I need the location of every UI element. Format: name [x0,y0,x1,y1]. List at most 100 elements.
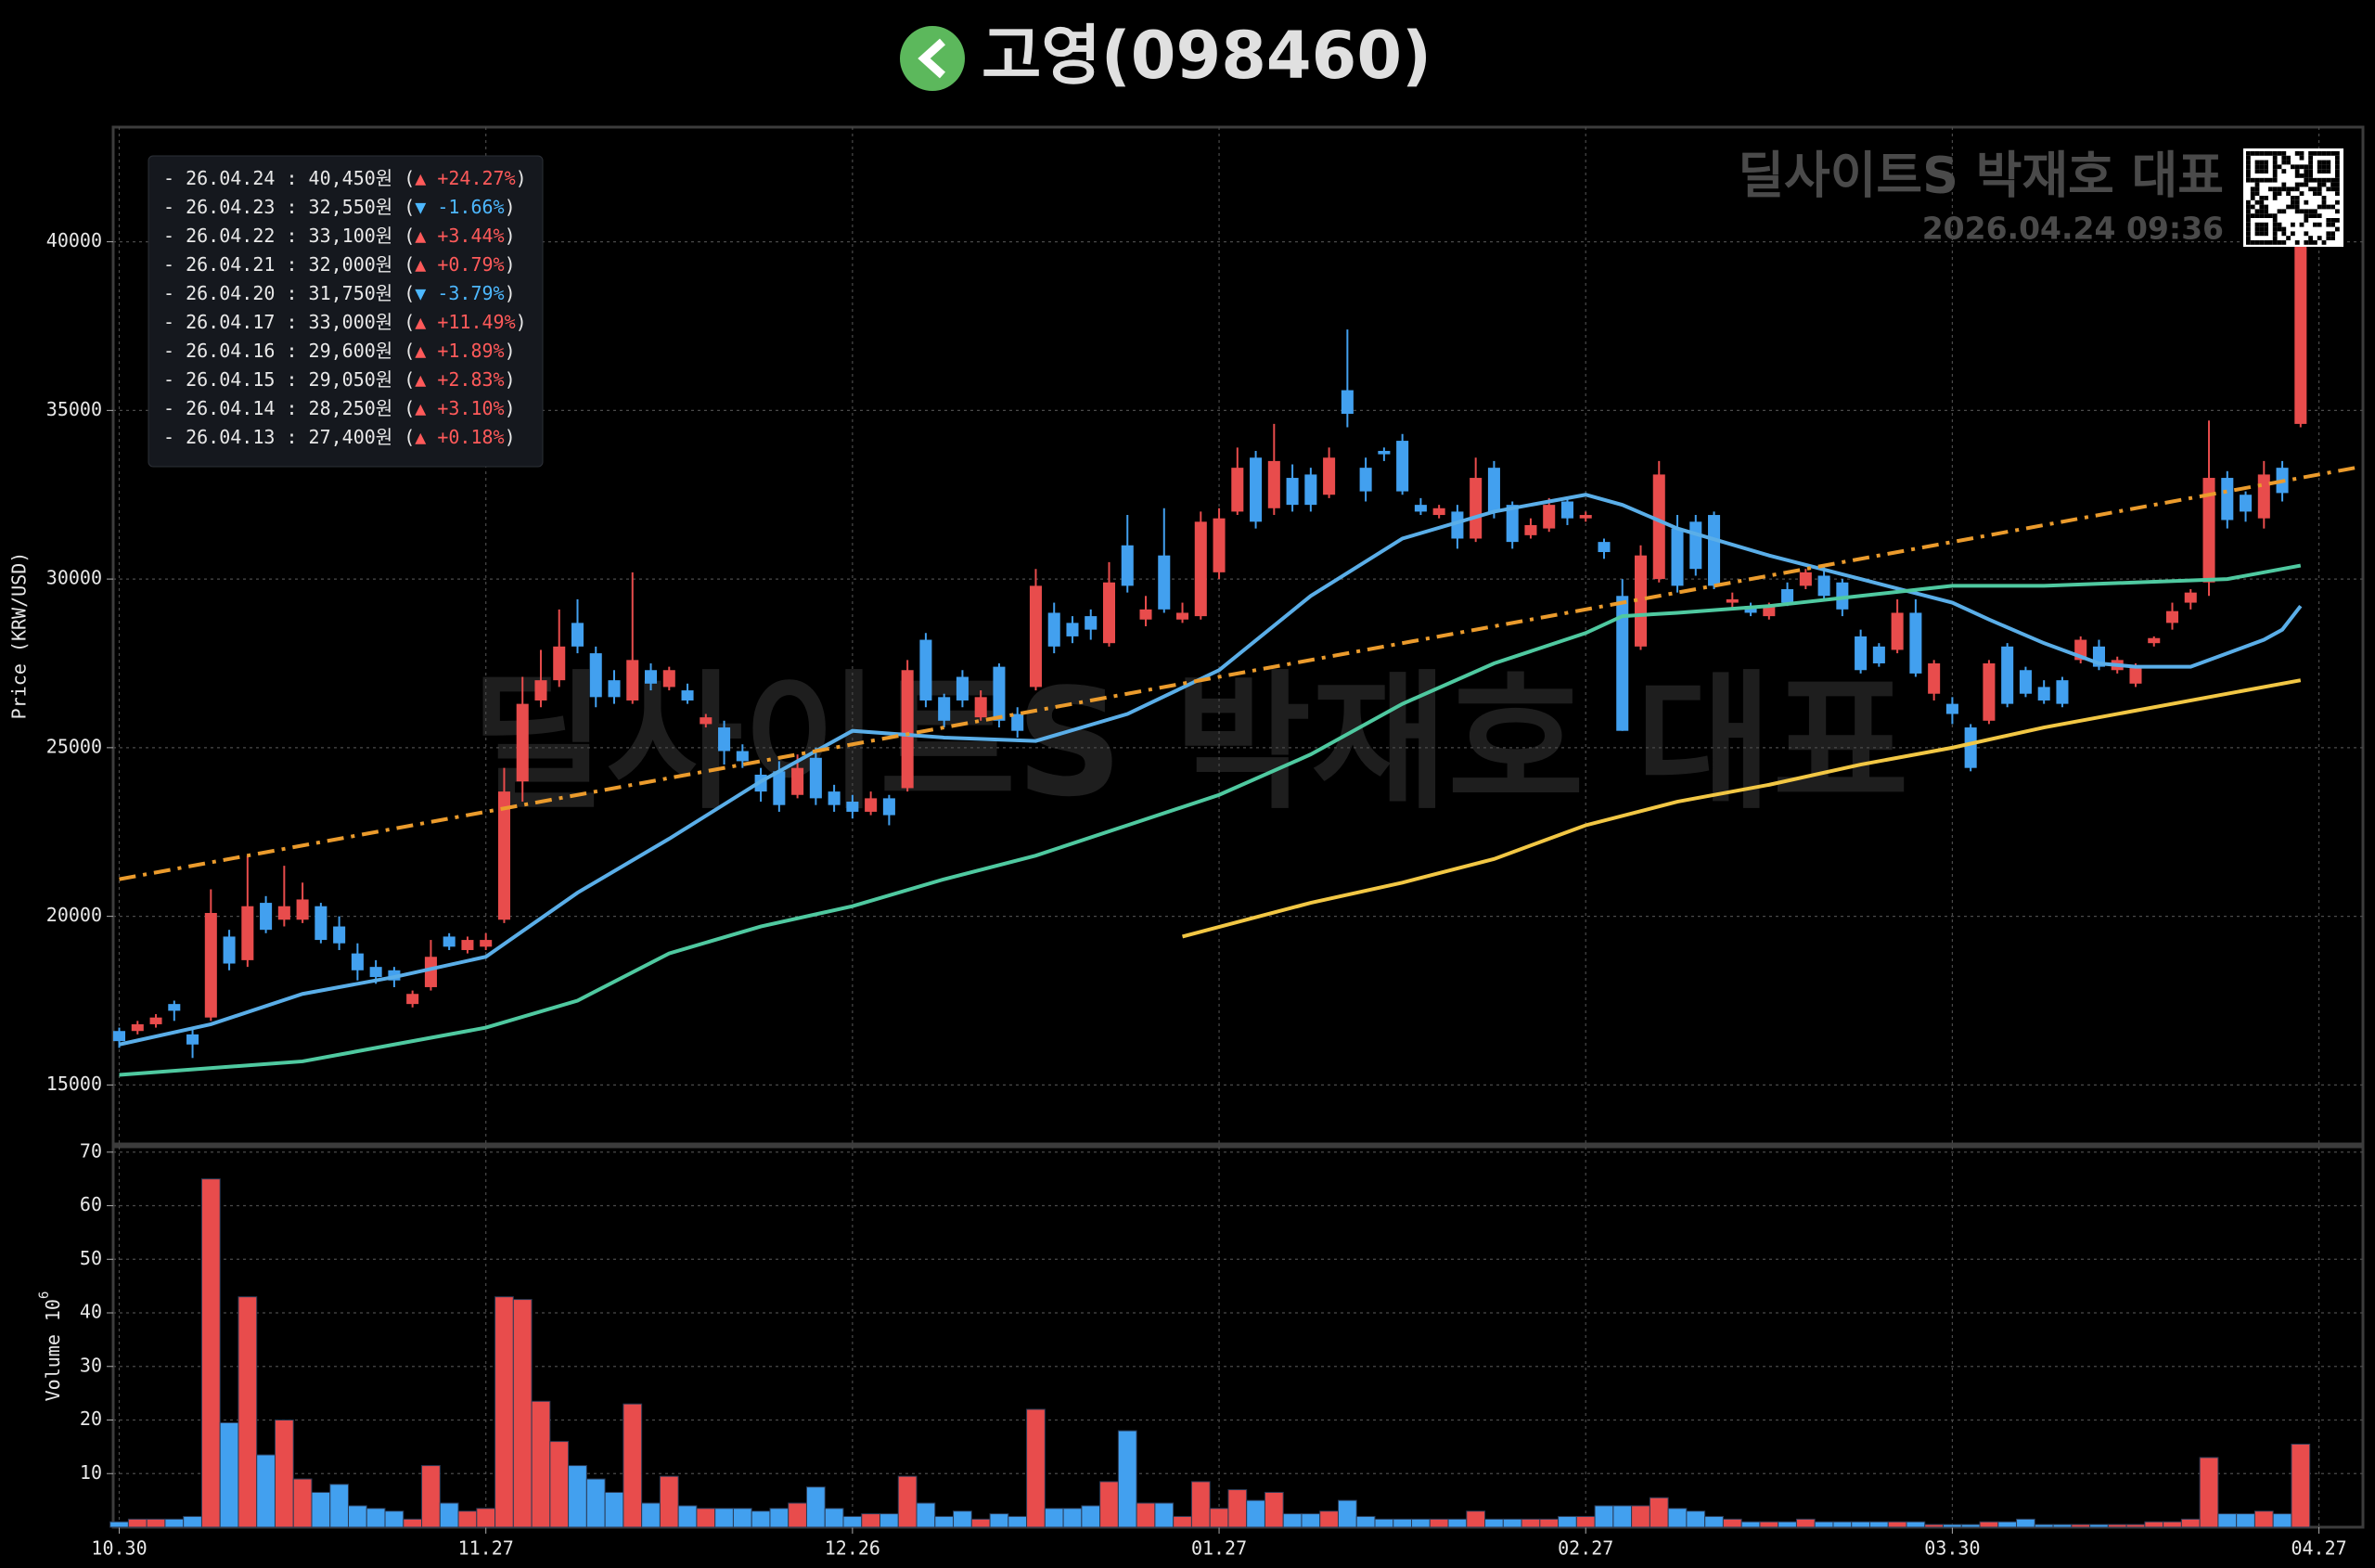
qr-module [2277,164,2282,170]
candle-body [2240,495,2253,512]
volume-bar [2163,1521,2182,1528]
qr-module [2308,169,2313,174]
candle-body [1011,713,1024,731]
candle-body [1506,505,1519,543]
volume-bar [1795,1518,1816,1528]
qr-module [2272,177,2278,183]
qr-module [2317,236,2322,240]
volume-bar [366,1508,386,1528]
candle-body [1817,575,1830,597]
qr-module [2299,151,2304,156]
qr-module [2330,186,2335,192]
qr-module [2250,204,2255,210]
qr-module [2272,213,2278,218]
candle-body [131,1023,144,1032]
qr-module [2272,218,2278,223]
candle-body [204,912,217,1018]
legend-close: ) [505,340,516,362]
qr-module [2246,218,2251,223]
qr-module [2294,204,2300,210]
volume-bar [549,1441,570,1528]
qr-module [2254,240,2260,245]
qr-module [2254,191,2260,196]
qr-module [2246,169,2251,174]
qr-module [2246,226,2251,232]
qr-module [2326,186,2331,192]
candle-body [882,798,895,816]
y-tick-label: 30 [80,1354,102,1376]
qr-module [2259,226,2265,232]
volume-bar [1355,1515,1376,1528]
qr-module [2272,236,2278,240]
legend-change: ▲ +1.89% [415,340,504,362]
candle-body [1964,727,1977,768]
legend-change: ▲ +11.49% [415,311,515,333]
candle-body [260,903,273,931]
volume-bar [1740,1521,1761,1528]
qr-module [2294,182,2300,187]
legend-date-price: - 26.04.14 : 28,250원 ( [163,397,415,419]
qr-module [2330,236,2335,240]
volume-bar [696,1508,716,1528]
qr-module [2304,174,2309,178]
qr-module [2246,204,2251,210]
x-tick-label: 12.26 [825,1537,880,1560]
volume-bar [1906,1521,1926,1528]
legend-entry: - 26.04.21 : 32,000원 (▲ +0.79%) [163,253,516,276]
qr-module [2259,204,2265,210]
volume-bar [861,1513,881,1528]
candle-body [296,899,309,920]
volume-bar [2089,1523,2109,1528]
qr-module [2335,186,2340,192]
qr-module [2264,151,2268,156]
qr-module [2264,177,2268,183]
volume-bar [1539,1518,1560,1528]
volume-bar [824,1508,844,1528]
candle-body [406,994,419,1005]
candle-body [1689,521,1702,570]
qr-module [2313,191,2317,196]
qr-module [2304,240,2309,245]
qr-module [2299,164,2304,170]
qr-module [2330,218,2335,223]
legend-entry: - 26.04.23 : 32,550원 (▼ -1.66%) [163,196,516,218]
candle-body [241,906,254,960]
timestamp: 2026.04.24 09:36 [1922,211,2224,247]
qr-module [2294,164,2300,170]
volume-bar [219,1421,239,1528]
qr-module [2304,213,2309,218]
candle-body [2165,610,2179,623]
candle-body [277,906,290,920]
qr-module [2246,209,2251,214]
qr-module [2335,155,2340,161]
candle-body [865,798,878,812]
candle-body [1250,457,1263,522]
qr-module [2291,231,2295,237]
qr-module [2304,199,2309,205]
qr-module [2250,213,2255,218]
candle-body [1799,572,1812,586]
volume-bar [329,1484,350,1528]
volume-bar [2144,1521,2164,1528]
qr-module [2272,231,2278,237]
qr-module [2330,182,2335,187]
volume-bar [1851,1521,1870,1528]
legend-close: ) [516,311,527,333]
candle-body [315,906,327,941]
candle-body [223,936,236,964]
candle-body [333,926,346,944]
volume-bar [256,1454,276,1528]
qr-module [2281,155,2287,161]
volume-bar [751,1510,771,1528]
qr-module [2321,182,2327,187]
volume-bar [769,1508,790,1528]
qr-module [2317,213,2322,218]
qr-module [2308,240,2313,245]
line-series [1182,678,2302,939]
volume-bar [1044,1508,1064,1528]
qr-module [2304,164,2309,170]
qr-module [2291,196,2295,200]
x-tick-label: 02.27 [1558,1537,1613,1560]
volume-bar [238,1296,258,1528]
qr-module [2277,209,2282,214]
